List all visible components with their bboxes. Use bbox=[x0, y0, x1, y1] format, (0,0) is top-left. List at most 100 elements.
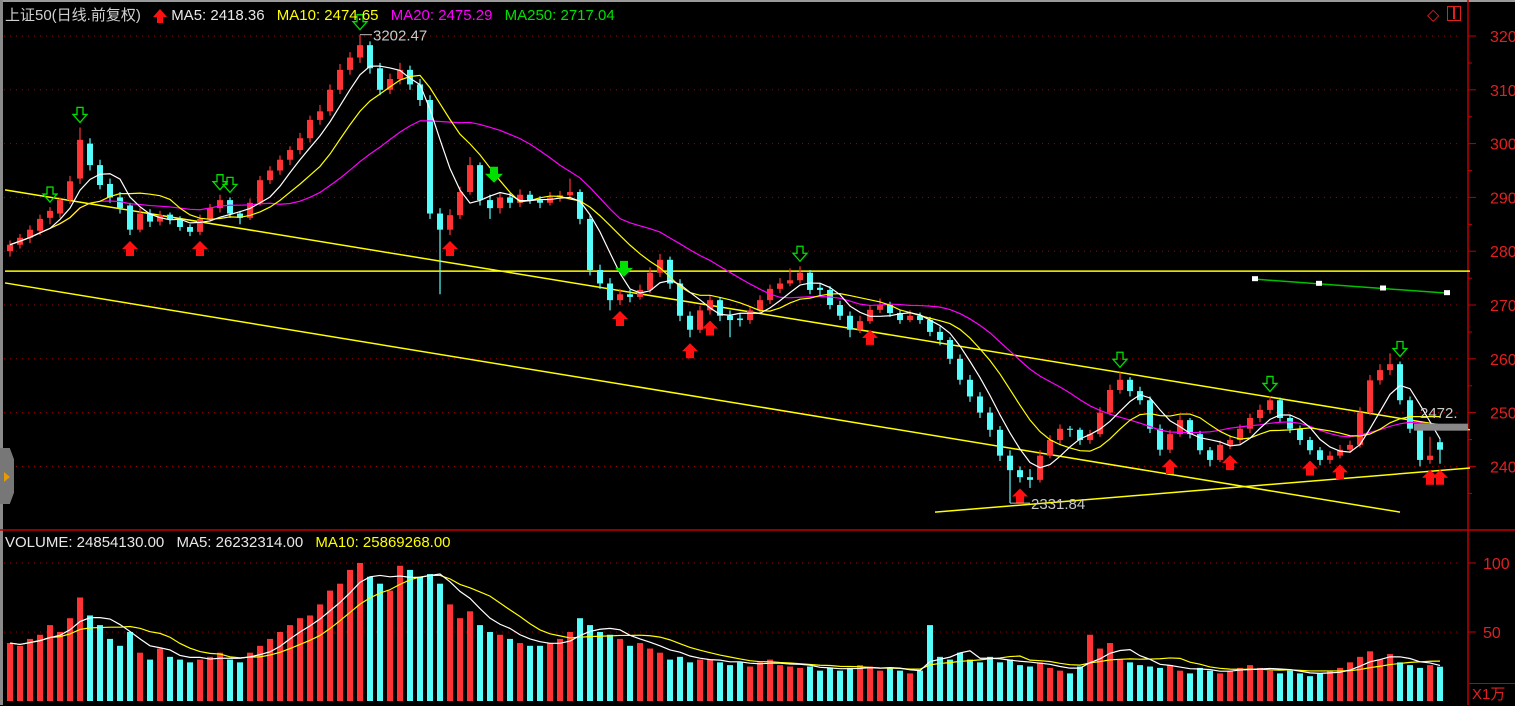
candle bbox=[1207, 447, 1213, 467]
volume-bar bbox=[347, 569, 353, 701]
candle-body bbox=[457, 192, 463, 216]
candle bbox=[687, 311, 693, 338]
candle-body bbox=[197, 218, 203, 232]
volume-ma10-line bbox=[9, 574, 1441, 672]
candle-body bbox=[1377, 370, 1383, 381]
volume-bar bbox=[507, 638, 513, 701]
candle-body bbox=[747, 310, 753, 321]
volume-bar bbox=[667, 659, 673, 701]
volume-bar bbox=[1347, 662, 1353, 701]
candle bbox=[1347, 440, 1353, 453]
volume-ma10-readout: MA10: 25869268.00 bbox=[315, 534, 451, 551]
volume-bar bbox=[707, 659, 713, 701]
candle bbox=[667, 256, 673, 289]
candle-body bbox=[417, 84, 423, 101]
volume-bar bbox=[1157, 667, 1163, 701]
candle-body bbox=[567, 192, 573, 196]
price-tick-label: 2500 bbox=[1490, 406, 1515, 423]
candle bbox=[357, 34, 363, 63]
ma20-readout: MA20: 2475.29 bbox=[390, 7, 493, 24]
price-tick-label: 3200 bbox=[1490, 29, 1515, 46]
sidebar-expand-handle[interactable] bbox=[0, 448, 14, 504]
candle bbox=[1377, 364, 1383, 385]
volume-bar bbox=[1357, 656, 1363, 701]
candle bbox=[1087, 429, 1093, 444]
volume-bar bbox=[1407, 665, 1413, 701]
window-split-icon[interactable] bbox=[1447, 6, 1461, 21]
candle bbox=[847, 311, 853, 338]
volume-bar bbox=[657, 652, 663, 701]
candle bbox=[997, 426, 1003, 462]
candle-body bbox=[317, 111, 323, 120]
candle-body bbox=[407, 69, 413, 85]
candle-body bbox=[87, 143, 93, 166]
candle-body bbox=[957, 358, 963, 380]
volume-bar bbox=[367, 576, 373, 701]
volume-bar bbox=[1417, 667, 1423, 701]
sell-arrow-outline-icon bbox=[41, 186, 59, 204]
ma5-readout: MA5: 2418.36 bbox=[171, 7, 265, 24]
candle-body bbox=[337, 69, 343, 90]
candle bbox=[1187, 417, 1193, 439]
price-header: 上证50(日线.前复权) MA5: 2418.36 MA10: 2474.65 … bbox=[5, 7, 623, 25]
candle bbox=[477, 162, 483, 206]
price-tick-label: 2900 bbox=[1490, 190, 1515, 207]
candle-body bbox=[667, 259, 673, 284]
volume-bar bbox=[217, 652, 223, 701]
volume-tick-label: 50 bbox=[1483, 625, 1501, 642]
candle-body bbox=[1307, 440, 1313, 451]
candle bbox=[1197, 430, 1203, 455]
candle-body bbox=[167, 214, 173, 219]
volume-bar bbox=[1267, 670, 1273, 701]
candle-body bbox=[147, 213, 153, 222]
volume-bar bbox=[717, 662, 723, 701]
volume-bar bbox=[807, 666, 813, 701]
candle-body bbox=[847, 315, 853, 330]
candle-body bbox=[37, 218, 43, 231]
volume-bar bbox=[957, 652, 963, 701]
volume-bar bbox=[157, 648, 163, 701]
volume-bar bbox=[177, 659, 183, 701]
volume-bar bbox=[1047, 667, 1053, 701]
volume-bar bbox=[57, 632, 63, 701]
volume-bar bbox=[147, 659, 153, 701]
candle-body bbox=[207, 208, 213, 219]
volume-ma5-readout: MA5: 26232314.00 bbox=[176, 534, 304, 551]
candle bbox=[47, 207, 53, 225]
candle-body bbox=[877, 305, 883, 310]
candle bbox=[287, 146, 293, 166]
volume-bar bbox=[377, 583, 383, 701]
candle bbox=[1117, 372, 1123, 394]
volume-bar bbox=[887, 667, 893, 701]
volume-bar bbox=[1277, 673, 1283, 701]
diamond-icon[interactable]: ◇ bbox=[1427, 7, 1440, 24]
candle bbox=[737, 313, 743, 327]
volume-bar bbox=[1377, 659, 1383, 701]
candle bbox=[457, 186, 463, 219]
candle bbox=[1077, 427, 1083, 445]
candle-body bbox=[1097, 412, 1103, 435]
candle bbox=[567, 178, 573, 199]
candle bbox=[127, 202, 133, 236]
candle-body bbox=[247, 202, 253, 218]
volume-bar bbox=[247, 652, 253, 701]
candle-body bbox=[177, 218, 183, 227]
volume-bar bbox=[117, 645, 123, 701]
volume-bar bbox=[427, 574, 433, 701]
volume-bar bbox=[997, 662, 1003, 701]
volume-bar bbox=[1007, 659, 1013, 701]
candle-body bbox=[1347, 444, 1353, 450]
volume-bar bbox=[837, 670, 843, 701]
candle-body bbox=[837, 305, 843, 316]
volume-bar bbox=[37, 634, 43, 701]
candle-body bbox=[1197, 434, 1203, 451]
candle-body bbox=[527, 194, 533, 201]
candle-body bbox=[1237, 428, 1243, 441]
volume-bar bbox=[407, 569, 413, 701]
candle-body bbox=[757, 300, 763, 311]
high-price-label: 3202.47 bbox=[373, 28, 427, 45]
trendline-handle bbox=[1444, 290, 1450, 296]
candle-body bbox=[627, 294, 633, 297]
trendline-handle bbox=[1316, 280, 1322, 286]
volume-bar bbox=[1107, 643, 1113, 701]
